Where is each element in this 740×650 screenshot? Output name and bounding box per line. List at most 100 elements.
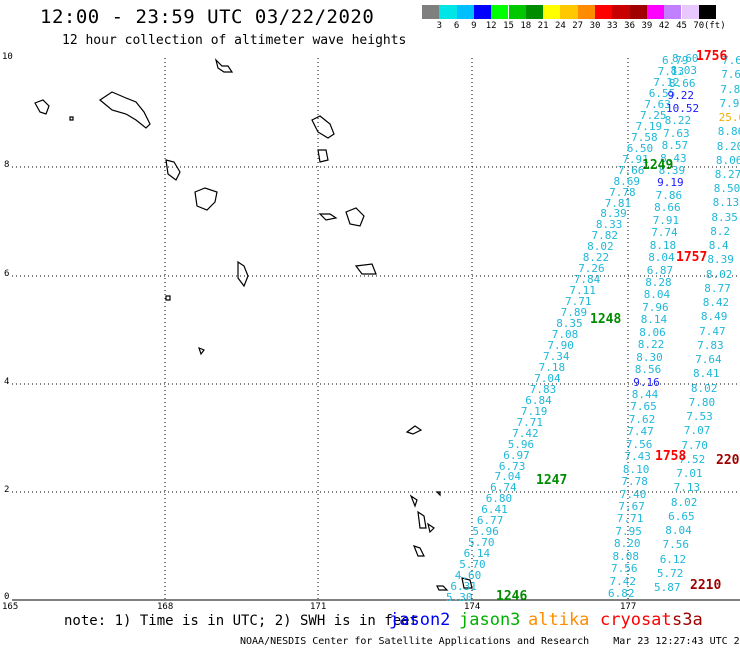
legend-jason2: jason2 — [389, 610, 451, 630]
wave-height-value: 5.96 — [507, 437, 535, 451]
wave-height-value: 7.07 — [683, 424, 711, 438]
wave-height-value: 8.27 — [714, 167, 740, 181]
map-subtitle: 12 hour collection of altimeter wave hei… — [62, 33, 407, 48]
wave-height-value: 7.80 — [688, 395, 716, 409]
wave-height-value: 8.49 — [700, 310, 728, 324]
legend-cryosat: cryosat — [600, 610, 672, 630]
y-tick-0: 0 — [4, 592, 10, 602]
wave-height-value: 8.86 — [717, 125, 740, 139]
wave-height-value: 7.56 — [611, 562, 638, 576]
wave-height-value: 7.66 — [617, 163, 645, 177]
scale-swatch — [629, 5, 647, 19]
wave-height-value: 8.04 — [643, 288, 671, 302]
wave-height-value: 7.08 — [551, 328, 579, 341]
wave-height-value: 7.13 — [673, 481, 701, 495]
scale-swatch — [543, 5, 561, 19]
wave-height-value: 7.84 — [573, 273, 601, 287]
wave-height-value: 8.13 — [712, 196, 740, 210]
wave-height-value: 8.04 — [665, 524, 692, 537]
scale-label: 36 — [624, 21, 636, 31]
scale-label: 45 — [676, 21, 687, 31]
wave-height-value: 7.63 — [644, 97, 671, 111]
wave-height-value: 5.96 — [472, 525, 499, 539]
island-outlines — [34, 58, 473, 591]
wave-height-value: 7.47 — [699, 324, 726, 338]
wave-height-value: 7.65 — [630, 400, 657, 414]
wave-height-value: 8.04 — [648, 251, 675, 265]
wave-height-value: 8.39 — [707, 253, 734, 267]
wave-height-value: 8.20 — [614, 537, 641, 551]
y-tick-8: 8 — [4, 160, 10, 170]
x-tick-177: 177 — [620, 602, 637, 612]
wave-height-value: 7.89 — [720, 82, 740, 96]
footer-credit: NOAA/NESDIS Center for Satellite Applica… — [240, 636, 740, 647]
wave-height-value: 7.12 — [653, 75, 680, 89]
wave-height-value: 7.67 — [618, 499, 645, 513]
wave-height-value: 8.44 — [631, 387, 659, 401]
scale-label: 24 — [554, 21, 566, 31]
wave-height-value: 7.71 — [616, 512, 644, 526]
scale-swatch — [560, 5, 578, 19]
wave-height-value: 8.10 — [622, 462, 650, 476]
scale-swatch — [595, 5, 613, 19]
wave-height-value: 8.42 — [702, 296, 730, 310]
wave-height-value: 6.97 — [503, 448, 530, 462]
wave-height-value: 8.35 — [711, 210, 738, 224]
scale-swatch — [664, 5, 682, 19]
scale-swatch — [698, 5, 717, 19]
wave-height-value: 25.62 — [718, 111, 740, 124]
wave-height-value: 7.83 — [697, 338, 724, 352]
scale-label: 27 — [572, 21, 584, 31]
wave-height-value: 7.42 — [609, 574, 637, 588]
wave-height-value: 7.18 — [538, 360, 566, 374]
x-tick-168: 168 — [157, 602, 174, 612]
wave-height-value: 5.70 — [459, 558, 486, 572]
scale-label: 39 — [641, 21, 653, 31]
time-label-1247: 1247 — [536, 473, 568, 488]
wave-height-value: 8.02 — [670, 495, 698, 509]
wave-height-value: 5.87 — [654, 581, 681, 594]
wave-height-value: 6.80 — [485, 492, 513, 506]
wave-height-value: 8.57 — [661, 139, 689, 153]
time-label-1249: 1249 — [642, 158, 674, 173]
wave-height-value: 8.06 — [639, 325, 666, 339]
wave-height-value: 7.34 — [543, 349, 570, 363]
wave-height-value: 7.74 — [651, 226, 678, 240]
wave-height-value: 7.78 — [621, 475, 648, 488]
wave-height-value: 4.60 — [454, 569, 482, 583]
scale-swatch — [439, 5, 457, 19]
wave-height-value: 7.19 — [520, 404, 548, 418]
wave-height-value: 7.60 — [722, 54, 740, 67]
wave-height-value: 6.55 — [648, 86, 676, 100]
wave-height-value: 9.16 — [633, 375, 660, 389]
wave-height-value: 7.96 — [642, 300, 669, 314]
wave-height-value: 6.73 — [498, 459, 526, 473]
wave-height-value: 8.30 — [636, 350, 663, 364]
wave-height-value: 8.2 — [710, 224, 731, 238]
scale-label: 30 — [589, 21, 601, 31]
wave-height-value: 7.25 — [640, 108, 667, 122]
wave-height-value: 8.03 — [670, 64, 698, 78]
wave-height-value: 7.91 — [622, 152, 649, 166]
wave-height-value: 7.19 — [635, 119, 663, 133]
wave-height-value: 6.12 — [659, 552, 687, 566]
map-title: 12:00 - 23:59 UTC 03/22/2020 — [40, 6, 375, 28]
time-label-2210: 2210 — [690, 578, 722, 593]
legend-s3a: s3a — [672, 610, 703, 630]
time-label-1248: 1248 — [590, 312, 622, 327]
wave-height-value: 6.50 — [626, 141, 654, 155]
wave-height-value: 7.89 — [560, 306, 588, 320]
wave-height-value: 7.62 — [628, 412, 656, 426]
footer-note: note: 1) Time is in UTC; 2) SWH is in fe… — [64, 613, 419, 629]
scale-swatch — [525, 5, 544, 19]
wave-height-value: 8.60 — [672, 52, 699, 65]
wave-height-value: 7.71 — [516, 415, 544, 429]
wave-height-value: 7.43 — [624, 450, 651, 464]
wave-height-value: 8.56 — [634, 363, 662, 376]
wave-height-value: 8.08 — [612, 549, 640, 563]
scale-label: 33 — [606, 21, 618, 31]
wave-height-value: 6.82 — [608, 587, 635, 600]
wave-height-value: 8.02 — [705, 267, 733, 281]
x-tick-165: 165 — [2, 602, 19, 612]
